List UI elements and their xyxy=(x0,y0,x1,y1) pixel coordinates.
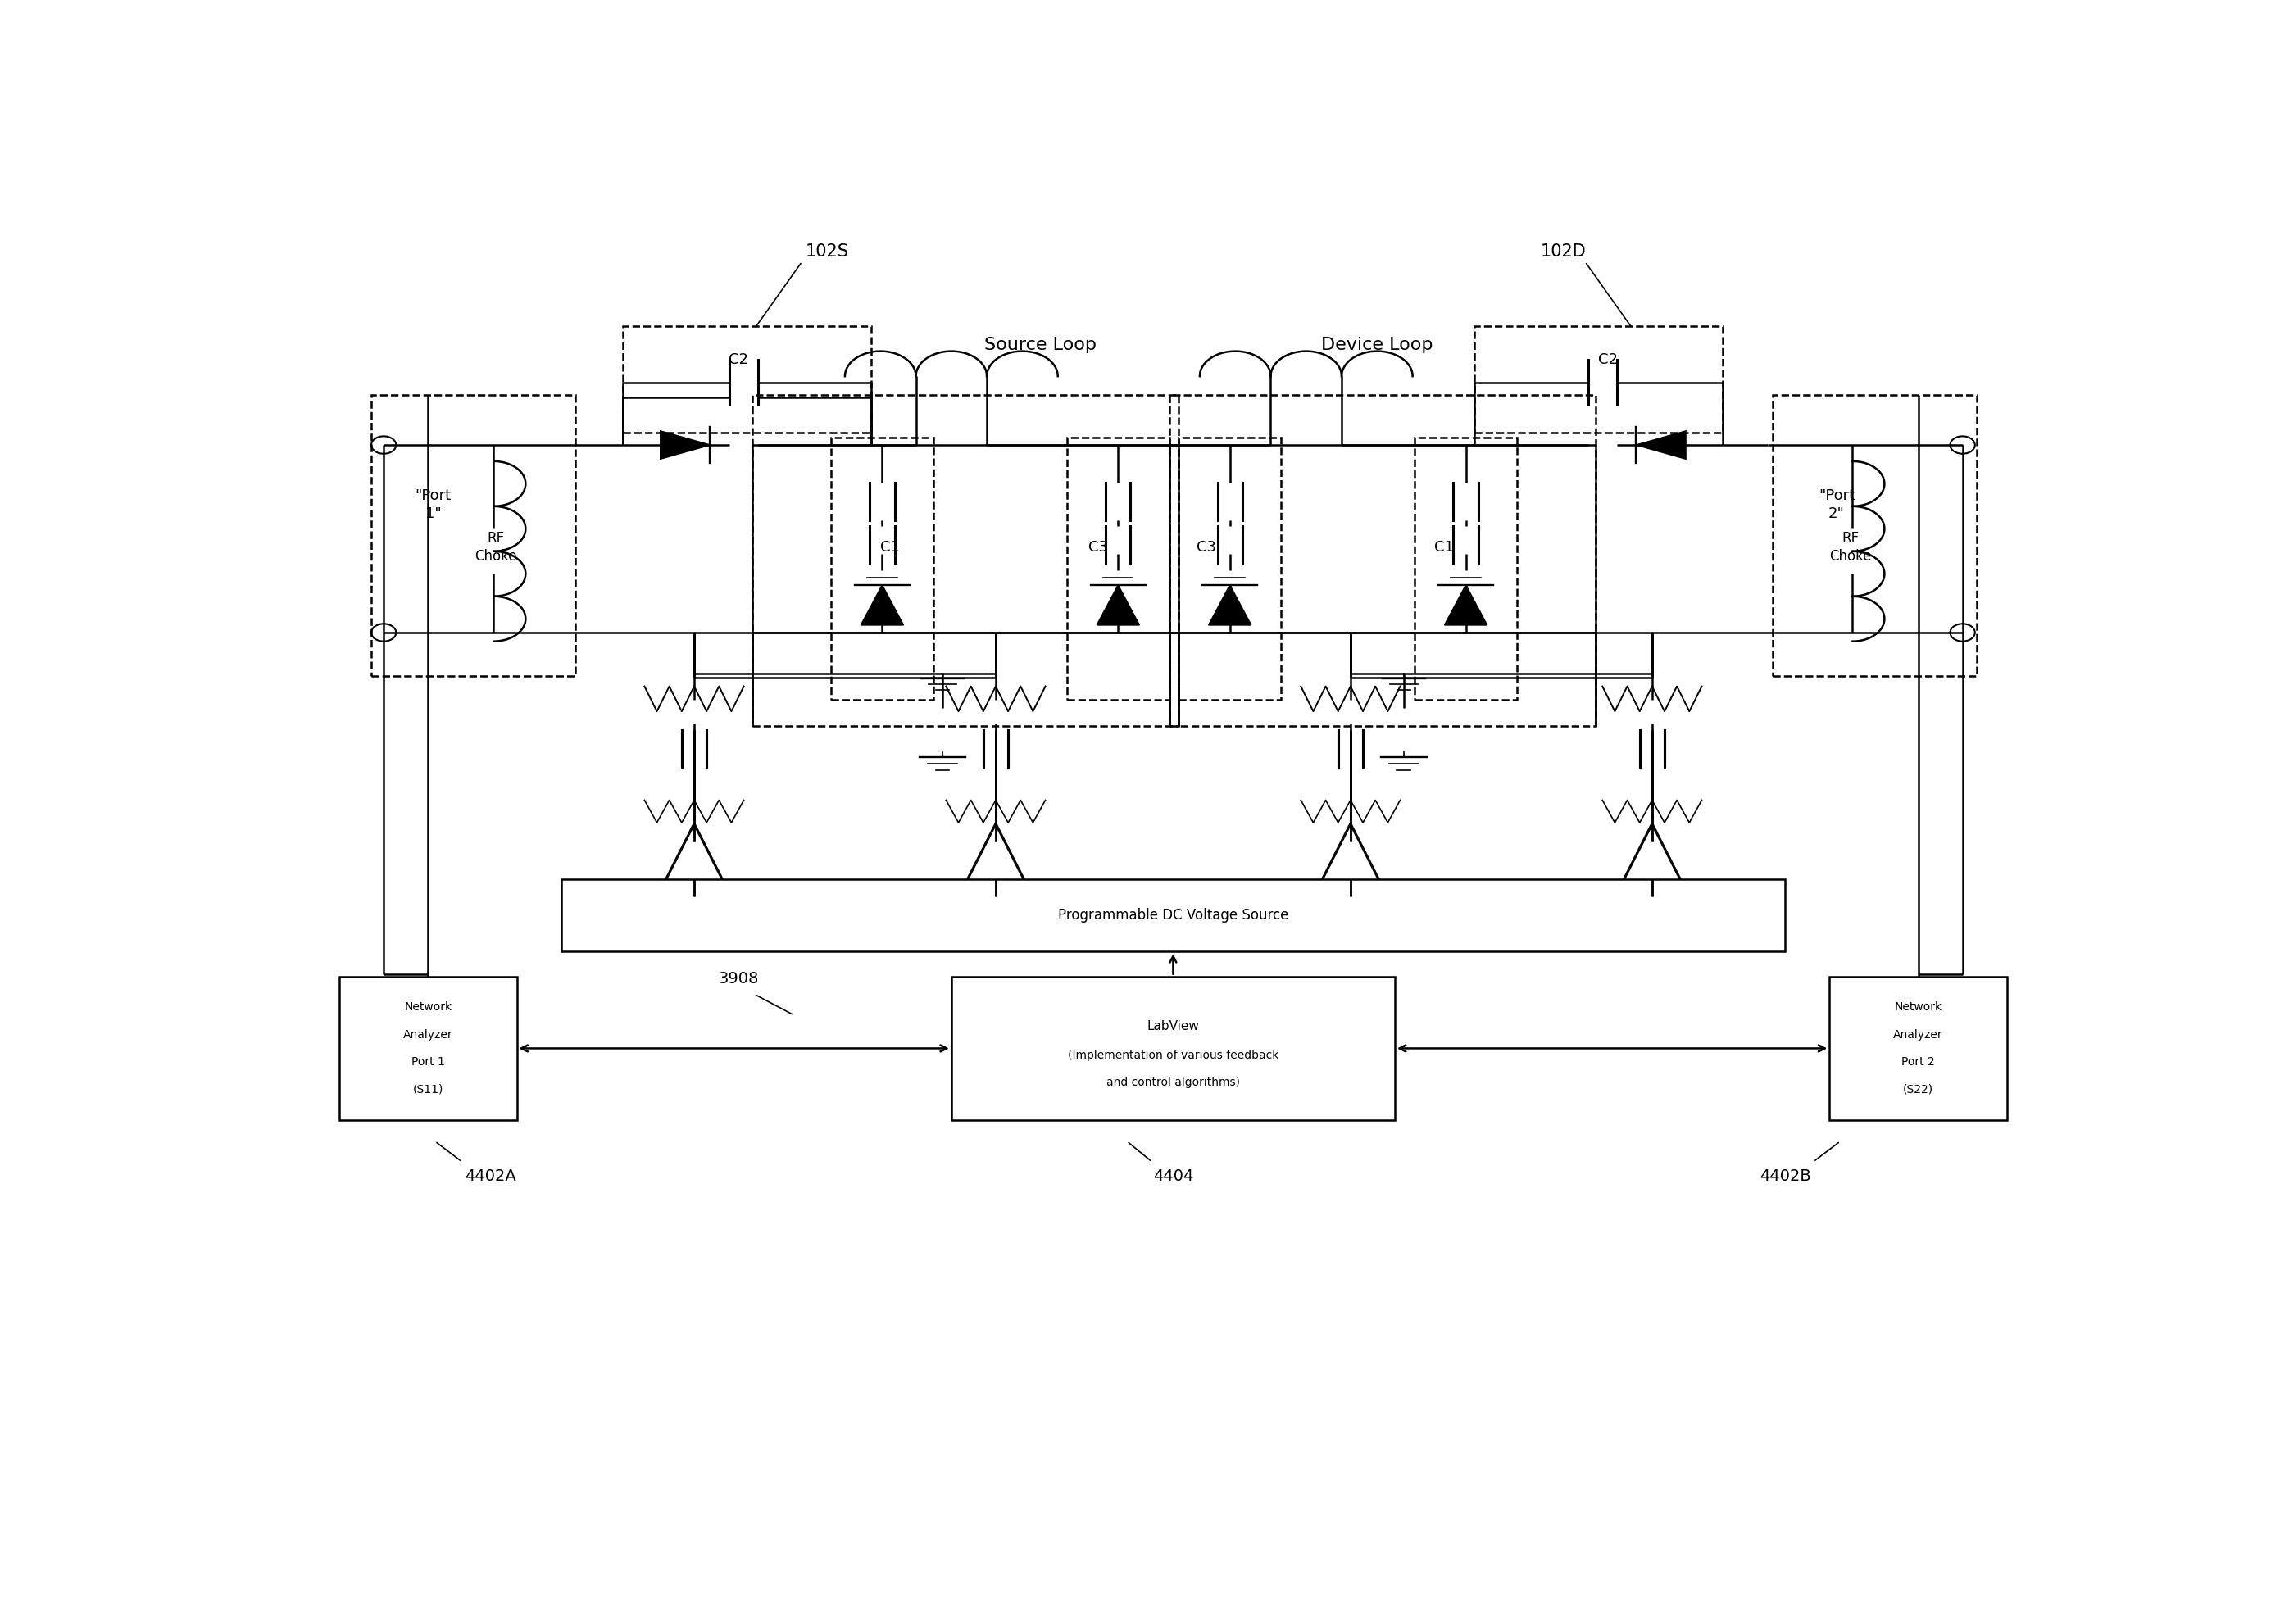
Polygon shape xyxy=(1096,585,1140,625)
Text: "Port
2": "Port 2" xyxy=(1817,489,1854,521)
Bar xyxy=(1474,326,1724,432)
Bar xyxy=(339,976,517,1121)
Text: C2: C2 xyxy=(728,352,749,367)
Text: Port 1: Port 1 xyxy=(412,1056,444,1069)
Bar xyxy=(952,976,1394,1121)
Text: Programmable DC Voltage Source: Programmable DC Voltage Source xyxy=(1058,908,1289,922)
Text: Port 2: Port 2 xyxy=(1902,1056,1934,1069)
Polygon shape xyxy=(1209,585,1252,625)
Bar xyxy=(753,395,1179,726)
Text: (S11): (S11) xyxy=(412,1083,444,1095)
Text: C1: C1 xyxy=(1433,541,1454,555)
Text: 4402A: 4402A xyxy=(465,1169,515,1184)
Text: RF
Choke: RF Choke xyxy=(1829,531,1872,564)
Text: C3: C3 xyxy=(1087,541,1108,555)
Text: 3908: 3908 xyxy=(719,971,758,987)
Bar xyxy=(1772,395,1978,676)
Text: 102S: 102S xyxy=(806,244,849,260)
Text: "Port
1": "Port 1" xyxy=(414,489,451,521)
Bar xyxy=(1170,395,1595,726)
Text: 4404: 4404 xyxy=(1154,1169,1193,1184)
Text: 4402B: 4402B xyxy=(1760,1169,1811,1184)
Text: C3: C3 xyxy=(1197,541,1215,555)
Polygon shape xyxy=(1444,585,1488,625)
Polygon shape xyxy=(861,585,904,625)
Text: Network: Network xyxy=(1895,1002,1941,1013)
Text: C2: C2 xyxy=(1598,352,1618,367)
Text: 102D: 102D xyxy=(1540,244,1586,260)
Text: LabView: LabView xyxy=(1147,1020,1199,1033)
Text: Network: Network xyxy=(405,1002,451,1013)
Text: Analyzer: Analyzer xyxy=(1893,1030,1943,1041)
Text: and control algorithms): and control algorithms) xyxy=(1106,1077,1241,1088)
Text: Analyzer: Analyzer xyxy=(403,1030,453,1041)
Bar xyxy=(371,395,575,676)
Bar xyxy=(1415,437,1518,700)
Bar xyxy=(1067,437,1170,700)
Text: (S22): (S22) xyxy=(1902,1083,1934,1095)
Bar xyxy=(1179,437,1282,700)
Text: C1: C1 xyxy=(881,541,900,555)
Bar xyxy=(1829,976,2007,1121)
Bar xyxy=(561,879,1785,952)
Text: Device Loop: Device Loop xyxy=(1321,336,1433,352)
Text: (Implementation of various feedback: (Implementation of various feedback xyxy=(1067,1049,1280,1060)
Bar xyxy=(831,437,934,700)
Bar xyxy=(623,326,872,432)
Text: RF
Choke: RF Choke xyxy=(474,531,517,564)
Polygon shape xyxy=(662,430,710,460)
Text: Source Loop: Source Loop xyxy=(984,336,1096,352)
Polygon shape xyxy=(1637,430,1685,460)
